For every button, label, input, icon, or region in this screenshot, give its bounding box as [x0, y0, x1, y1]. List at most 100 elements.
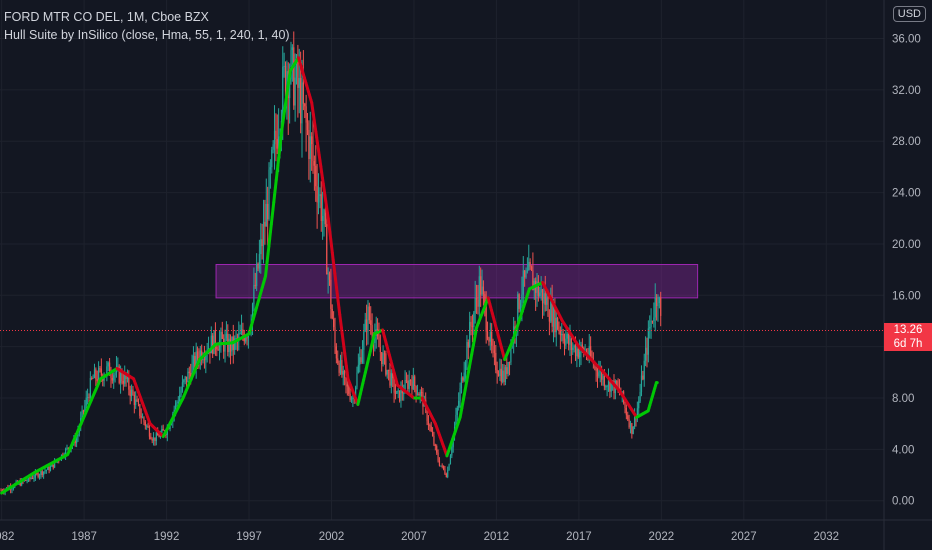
candle-body — [48, 466, 50, 471]
candle-body — [330, 279, 332, 309]
candle-body — [118, 366, 120, 383]
time-axis[interactable]: 1982 1987 1992 1997 2002 2007 2012 2017 2022 2027… — [0, 519, 932, 543]
candle-body — [436, 446, 438, 453]
candle-body — [409, 380, 412, 382]
candle-body — [128, 375, 130, 390]
candle-body — [260, 239, 262, 255]
candle-body — [491, 331, 493, 346]
candle-body — [34, 472, 36, 478]
candle-body — [135, 399, 137, 405]
candle-body — [576, 348, 578, 357]
candle-body — [151, 439, 153, 441]
candle-body — [130, 389, 133, 397]
candle-body — [525, 271, 527, 278]
candle-body — [394, 392, 397, 394]
candle-body — [466, 342, 468, 363]
candle-body — [312, 144, 314, 162]
candle-body — [627, 415, 629, 420]
candle-body — [631, 423, 633, 434]
candle-body — [308, 129, 310, 159]
candle-body — [605, 386, 607, 388]
candle-body — [293, 47, 295, 106]
candle-body — [119, 372, 122, 383]
candle-body — [44, 470, 46, 472]
x-tick-label: 2017 — [566, 531, 592, 543]
candle-body — [110, 375, 112, 378]
candle-body — [301, 82, 303, 124]
y-tick-label: 28.00 — [892, 136, 921, 148]
candle-body — [257, 263, 259, 269]
candle-body — [569, 338, 571, 345]
candle-body — [480, 276, 482, 295]
currency-button[interactable]: USD — [892, 6, 926, 22]
candle-body — [389, 370, 391, 386]
candle-body — [282, 66, 284, 121]
candle-body — [269, 167, 271, 170]
candle-body — [599, 369, 601, 373]
candle-body — [302, 82, 304, 104]
candle-body — [328, 273, 331, 280]
candle-body — [359, 357, 361, 365]
candle-body — [632, 426, 634, 434]
y-tick-label: 8.00 — [892, 393, 914, 405]
candle-body — [378, 336, 380, 348]
candle-body — [238, 333, 240, 340]
candle-body — [440, 465, 442, 467]
candle-body — [272, 144, 274, 150]
y-tick-label: 36.00 — [892, 34, 921, 46]
candle-body — [334, 327, 336, 347]
candle-body — [306, 122, 309, 130]
candle-body — [253, 285, 255, 305]
candle-body — [99, 368, 101, 370]
candle-body — [363, 331, 365, 350]
candle-body — [500, 368, 502, 382]
candle-body — [355, 387, 357, 399]
candle-body — [653, 317, 655, 322]
candle-body — [482, 286, 485, 295]
candle-body — [554, 305, 556, 333]
candle-body — [345, 377, 347, 385]
symbol-title[interactable]: FORD MTR CO DEL, 1M, Cboe BZX — [4, 10, 209, 24]
candle-body — [183, 379, 185, 383]
candle-body — [100, 368, 102, 376]
candle-body — [162, 429, 164, 431]
candle-body — [442, 465, 445, 470]
candle-body — [38, 475, 41, 478]
candle-body — [323, 209, 325, 216]
indicator-title[interactable]: Hull Suite by InSilico (close, Hma, 55, … — [4, 28, 290, 42]
candle-body — [339, 360, 342, 373]
candle-body — [574, 345, 577, 357]
candle-body — [464, 362, 467, 373]
candle-body — [264, 221, 266, 227]
candle-body — [52, 464, 54, 468]
y-tick-label: 0.00 — [892, 496, 914, 508]
candle-body — [309, 136, 311, 159]
candle-body — [256, 263, 258, 287]
candle-body — [284, 65, 287, 97]
y-tick-label: 32.00 — [892, 85, 921, 97]
candle-body — [254, 285, 256, 287]
candle-body — [234, 338, 236, 350]
candle-body — [651, 320, 654, 322]
candle-body — [463, 372, 465, 381]
candle-body — [416, 394, 419, 396]
candle-body — [387, 369, 390, 371]
candle-body — [140, 415, 142, 418]
candle-body — [205, 353, 207, 361]
candle-body — [543, 293, 545, 304]
candle-body — [657, 303, 659, 307]
x-tick-label: 2032 — [813, 531, 839, 543]
candle-body — [85, 397, 87, 406]
candle-body — [192, 355, 195, 364]
candle-body — [324, 209, 326, 225]
candle-body — [352, 397, 354, 399]
candle-body — [645, 347, 647, 361]
candle-body — [458, 400, 460, 408]
candle-body — [191, 363, 193, 380]
candle-body — [504, 367, 507, 382]
candle-body — [147, 425, 149, 428]
price-axis[interactable]: 0.004.008.0012.0016.0020.0024.0028.0032.… — [883, 0, 921, 550]
candle-body — [455, 414, 457, 427]
candle-body — [45, 470, 47, 472]
